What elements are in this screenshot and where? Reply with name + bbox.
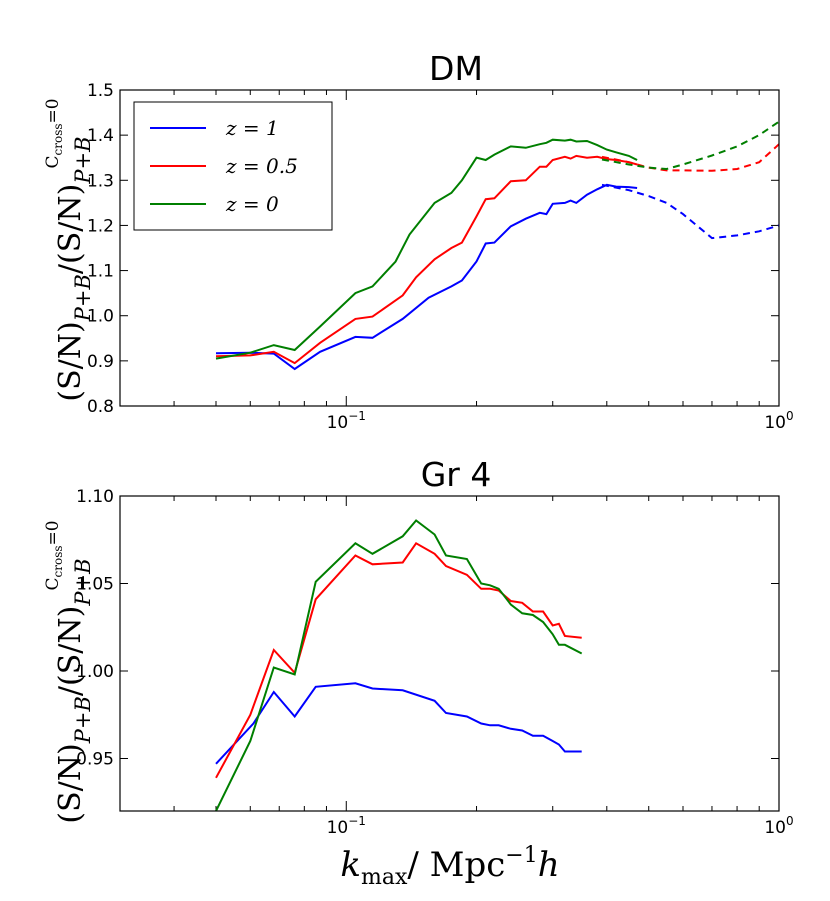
y-tick-label: 1.5 (87, 81, 114, 101)
series-group (215, 519, 583, 811)
series-group (215, 120, 779, 371)
y-tick-label: 0.9 (87, 352, 114, 372)
x-tick-label: 100 (764, 814, 793, 838)
ticks: 0.95 1.00 1.05 1.10 10−1 100 (76, 487, 794, 838)
series-line (215, 138, 638, 360)
series-line (215, 541, 582, 779)
plot-frame (119, 89, 780, 407)
y-axis-label: (S/N)P+B/(S/N)P+BCcross=0 (43, 98, 95, 401)
y-tick-label: 1.3 (87, 171, 114, 191)
legend-label: z = 1 (225, 116, 279, 140)
panel-gr4: Gr 4 0.95 1.00 1.05 1.10 10−1 100 (S/N)P+B/(S… (43, 455, 794, 890)
y-tick-label: 1.1 (87, 262, 114, 282)
x-tick-label: 10−1 (327, 814, 366, 838)
plot-frame (119, 495, 780, 812)
y-tick-label: 1.4 (87, 126, 114, 146)
series-line (215, 682, 582, 765)
y-tick-label: 1.05 (76, 575, 114, 595)
series-line (215, 154, 638, 365)
y-axis-label: (S/N)P+B/(S/N)P+BCcross=0 (43, 520, 95, 823)
series-dashed-line (601, 183, 779, 240)
y-tick-label: 1.0 (87, 307, 114, 327)
x-tick-label: 10−1 (327, 409, 366, 433)
legend: z = 1 z = 0.5 z = 0 (133, 101, 333, 231)
series-line (215, 519, 583, 811)
panel-dm: DM 0.8 0.9 1.0 1.1 1.2 1.3 1.4 1.5 10−1 100 z = 1… (43, 49, 794, 433)
panel-title: DM (429, 49, 483, 88)
series-dashed-line (601, 143, 779, 172)
legend-label: z = 0 (225, 192, 279, 216)
y-tick-label: 0.95 (76, 750, 114, 770)
legend-label: z = 0.5 (225, 154, 298, 178)
series-line (215, 183, 638, 371)
y-tick-label: 1.00 (76, 662, 114, 682)
x-axis-label: kmax/ Mpc−1h (340, 843, 559, 890)
y-tick-label: 1.2 (87, 216, 114, 236)
y-tick-label: 1.10 (76, 487, 114, 507)
x-tick-label: 100 (764, 409, 793, 433)
panel-title: Gr 4 (421, 455, 492, 494)
y-tick-label: 0.8 (87, 397, 114, 417)
